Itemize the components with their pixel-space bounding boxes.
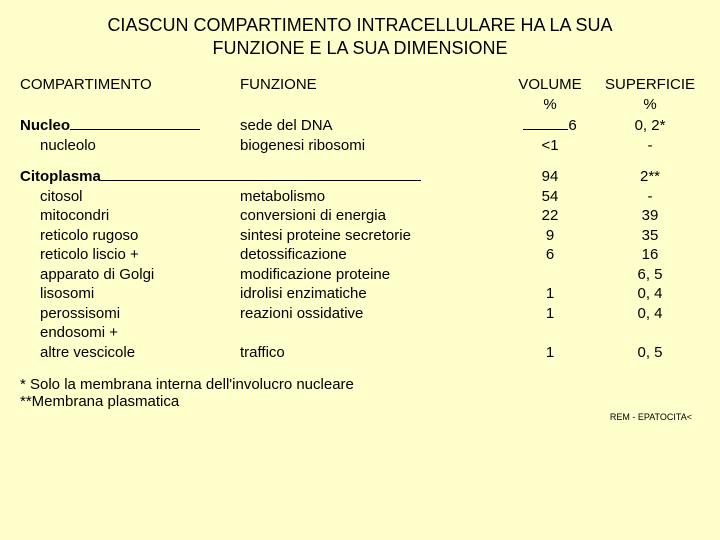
endosomi-label: endosomi + (20, 323, 118, 343)
title-line-2: FUNZIONE E LA SUA DIMENSIONE (212, 38, 507, 58)
page-title: CIASCUN COMPARTIMENTO INTRACELLULARE HA … (20, 14, 700, 59)
citoplasma-label: Citoplasma (20, 168, 101, 185)
row-citosol: citosol metabolismo 54 - (20, 187, 700, 207)
rugoso-sup: 35 (600, 226, 700, 246)
endosomi-func (240, 323, 500, 343)
liscio-vol: 6 (500, 245, 600, 265)
row-mitocondri: mitocondri conversioni di energia 22 39 (20, 206, 700, 226)
citosol-vol: 54 (500, 187, 600, 207)
citosol-func: metabolismo (240, 187, 500, 207)
rugoso-label: reticolo rugoso (20, 226, 138, 246)
header-volume: VOLUME (500, 75, 600, 95)
header-funzione: FUNZIONE (240, 75, 500, 95)
perossisomi-func: reazioni ossidative (240, 304, 500, 324)
footnotes: * Solo la membrana interna dell'involucr… (20, 376, 700, 410)
slide: CIASCUN COMPARTIMENTO INTRACELLULARE HA … (0, 0, 720, 432)
nucleo-vol: 6 (568, 117, 576, 134)
header-volume-pct: % (500, 95, 600, 117)
footnote-1: * Solo la membrana interna dell'involucr… (20, 376, 700, 393)
rugoso-func: sintesi proteine secretorie (240, 226, 500, 246)
golgi-vol (500, 265, 600, 285)
liscio-sup: 16 (600, 245, 700, 265)
lisosomi-sup: 0, 4 (600, 284, 700, 304)
header-superficie-pct: % (600, 95, 700, 117)
mitocondri-sup: 39 (600, 206, 700, 226)
mitocondri-func: conversioni di energia (240, 206, 500, 226)
perossisomi-label: perossisomi (20, 304, 120, 324)
row-nucleo: Nucleo sede del DNA 6 0, 2* (20, 116, 700, 136)
citoplasma-sup: 2** (600, 167, 700, 187)
citoplasma-vol: 94 (500, 167, 600, 187)
nucleo-label: Nucleo (20, 117, 70, 134)
lisosomi-vol: 1 (500, 284, 600, 304)
liscio-label: reticolo liscio + (20, 245, 139, 265)
nucleolo-label: nucleolo (20, 136, 96, 156)
nucleolo-func: biogenesi ribosomi (240, 136, 500, 156)
citosol-label: citosol (20, 187, 83, 207)
nucleolo-sup: - (600, 136, 700, 156)
row-nucleolo: nucleolo biogenesi ribosomi <1 - (20, 136, 700, 156)
vescicole-vol: 1 (500, 343, 600, 363)
golgi-sup: 6, 5 (600, 265, 700, 285)
title-line-1: CIASCUN COMPARTIMENTO INTRACELLULARE HA … (107, 15, 612, 35)
lisosomi-func: idrolisi enzimatiche (240, 284, 500, 304)
nucleo-sup: 0, 2* (600, 116, 700, 136)
row-vescicole: altre vescicole traffico 1 0, 5 (20, 343, 700, 363)
vescicole-sup: 0, 5 (600, 343, 700, 363)
vescicole-label: altre vescicole (20, 343, 135, 363)
golgi-func: modificazione proteine (240, 265, 500, 285)
endosomi-vol (500, 323, 600, 343)
row-citoplasma: Citoplasma 94 2** (20, 167, 700, 187)
mitocondri-vol: 22 (500, 206, 600, 226)
perossisomi-vol: 1 (500, 304, 600, 324)
rugoso-vol: 9 (500, 226, 600, 246)
header-compartimento: COMPARTIMENTO (20, 75, 240, 95)
row-perossisomi: perossisomi reazioni ossidative 1 0, 4 (20, 304, 700, 324)
golgi-label: apparato di Golgi (20, 265, 154, 285)
nucleo-func: sede del DNA (240, 116, 500, 136)
perossisomi-sup: 0, 4 (600, 304, 700, 324)
compartments-table: COMPARTIMENTO FUNZIONE VOLUME SUPERFICIE… (20, 75, 700, 362)
liscio-func: detossificazione (240, 245, 500, 265)
lisosomi-label: lisosomi (20, 284, 94, 304)
row-golgi: apparato di Golgi modificazione proteine… (20, 265, 700, 285)
row-liscio: reticolo liscio + detossificazione 6 16 (20, 245, 700, 265)
endosomi-sup (600, 323, 700, 343)
row-rugoso: reticolo rugoso sintesi proteine secreto… (20, 226, 700, 246)
header-superficie: SUPERFICIE (600, 75, 700, 95)
row-lisosomi: lisosomi idrolisi enzimatiche 1 0, 4 (20, 284, 700, 304)
citosol-sup: - (600, 187, 700, 207)
mitocondri-label: mitocondri (20, 206, 109, 226)
rem-label: REM - EPATOCITA< (20, 412, 700, 422)
footnote-2: **Membrana plasmatica (20, 393, 700, 410)
nucleolo-vol: <1 (500, 136, 600, 156)
row-endosomi: endosomi + (20, 323, 700, 343)
vescicole-func: traffico (240, 343, 500, 363)
